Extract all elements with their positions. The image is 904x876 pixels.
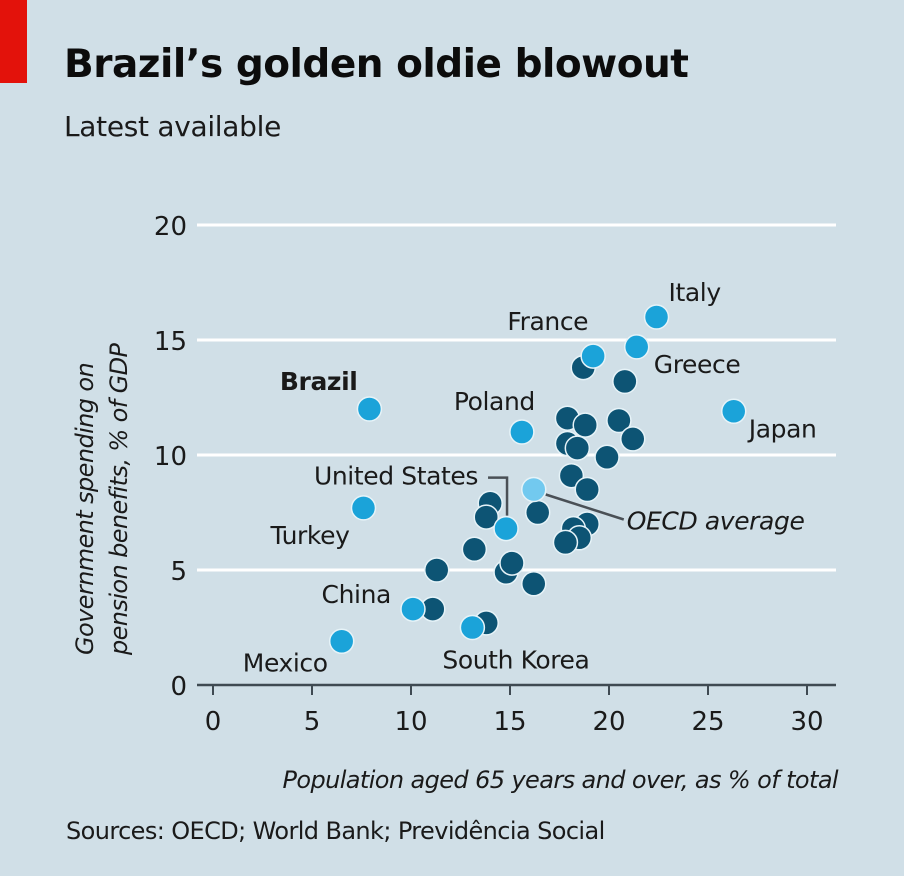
data-point-france bbox=[580, 343, 606, 369]
brand-tag bbox=[0, 0, 27, 83]
chart-subtitle: Latest available bbox=[64, 110, 282, 143]
label-oecd-average: OECD average bbox=[627, 507, 805, 536]
y-tick-label: 0 bbox=[170, 672, 187, 702]
data-point-other bbox=[606, 407, 632, 434]
label-turkey: Turkey bbox=[270, 521, 351, 550]
data-point-south-korea bbox=[459, 614, 486, 641]
chart-title: Brazil’s golden oldie blowout bbox=[64, 42, 689, 87]
y-tick-label: 15 bbox=[154, 327, 187, 357]
other-countries-dots bbox=[420, 354, 646, 636]
y-tick-label: 20 bbox=[154, 212, 187, 242]
oecd-average-leader-line bbox=[545, 493, 625, 521]
y-axis-ticks: 0 5 10 15 20 bbox=[154, 212, 187, 702]
x-tick-label: 25 bbox=[691, 707, 724, 737]
y-axis-title-line1: Government spending on bbox=[71, 363, 99, 655]
data-point-other bbox=[564, 435, 591, 461]
label-china: China bbox=[322, 580, 391, 609]
data-point-other bbox=[572, 412, 598, 438]
data-point-china bbox=[400, 596, 426, 622]
x-tick-label: 15 bbox=[493, 707, 526, 737]
x-tick-label: 5 bbox=[304, 707, 321, 737]
y-tick-label: 5 bbox=[170, 557, 187, 587]
label-france: France bbox=[507, 307, 588, 336]
data-point-other bbox=[521, 571, 547, 597]
data-point-italy bbox=[643, 304, 670, 330]
label-greece: Greece bbox=[654, 350, 741, 379]
source-note: Sources: OECD; World Bank; Previdência S… bbox=[66, 817, 605, 845]
data-point-turkey bbox=[350, 495, 377, 521]
data-point-other bbox=[574, 476, 600, 503]
data-point-poland bbox=[509, 419, 535, 445]
united-states-leader-line bbox=[488, 476, 509, 516]
label-south-korea: South Korea bbox=[442, 646, 589, 675]
data-point-other bbox=[552, 529, 579, 556]
x-axis-ticks: 0 5 10 15 20 25 30 bbox=[205, 685, 824, 737]
data-point-united-states bbox=[493, 515, 519, 542]
label-italy: Italy bbox=[669, 278, 722, 307]
labelled-countries-dots bbox=[328, 304, 747, 655]
data-point-other bbox=[423, 557, 450, 583]
label-japan: Japan bbox=[747, 414, 817, 443]
data-point-oecd-average bbox=[521, 476, 547, 503]
data-point-japan bbox=[720, 398, 747, 425]
country-labels: Brazil Turkey Mexico China South Korea United… bbox=[243, 278, 817, 677]
data-point-other bbox=[594, 444, 620, 471]
label-brazil: Brazil bbox=[280, 367, 358, 396]
data-point-other bbox=[612, 368, 638, 395]
x-tick-label: 10 bbox=[394, 707, 427, 737]
data-point-other bbox=[473, 504, 499, 530]
x-tick-label: 0 bbox=[205, 707, 222, 737]
data-point-brazil bbox=[356, 396, 383, 422]
y-tick-label: 10 bbox=[154, 442, 187, 472]
leader-lines bbox=[488, 476, 625, 521]
data-point-mexico bbox=[328, 628, 355, 655]
data-point-other bbox=[461, 536, 488, 563]
label-mexico: Mexico bbox=[243, 648, 328, 677]
gridlines bbox=[197, 223, 836, 572]
label-poland: Poland bbox=[454, 387, 535, 416]
label-united-states: United States bbox=[314, 462, 478, 491]
y-axis-title-line2: pension benefits, % of GDP bbox=[105, 343, 133, 656]
data-point-greece bbox=[623, 334, 650, 360]
x-axis-title: Population aged 65 years and over, as % … bbox=[283, 766, 839, 794]
data-point-other bbox=[499, 550, 525, 576]
data-point-other bbox=[620, 426, 646, 452]
x-tick-label: 20 bbox=[592, 707, 625, 737]
data-point-other bbox=[524, 499, 551, 526]
x-tick-label: 30 bbox=[790, 707, 823, 737]
